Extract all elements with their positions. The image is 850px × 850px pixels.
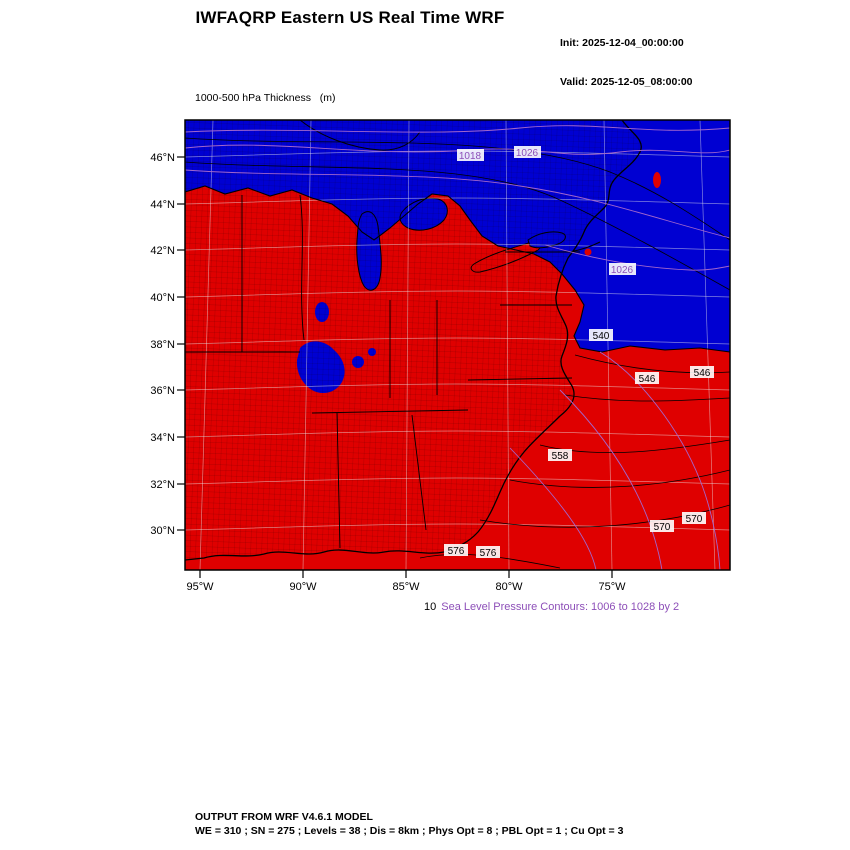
thickness-label-576-a: 576 (448, 546, 465, 557)
contour-label-box (476, 546, 500, 558)
y-axis-label-44n: 44°N (150, 199, 175, 211)
contour-label-box (457, 149, 484, 161)
contour-label-box (690, 366, 714, 378)
init-time-label: Init: 2025-12-04_00:00:00 (560, 37, 684, 49)
model-config-line: WE = 310 ; SN = 275 ; Levels = 38 ; Dis … (195, 825, 624, 837)
warm-speck-coastal (584, 248, 592, 256)
thickness-label-570-a: 570 (654, 522, 671, 533)
slp-label-1018: 1018 (459, 151, 482, 162)
x-axis-label-75w: 75°W (598, 581, 626, 593)
axis-ticks (177, 156, 613, 578)
thickness-540-contour (185, 185, 730, 353)
run-times: Init: 2025-12-04_00:00:00 Valid: 2025-12… (560, 11, 693, 115)
caption-slp-text: Sea Level Pressure Contours: 1006 to 102… (441, 601, 680, 613)
contour-label-box (682, 512, 706, 524)
x-axis-label-95w: 95°W (186, 581, 214, 593)
x-axis-label-85w: 85°W (392, 581, 420, 593)
thickness-label-546-b: 546 (694, 368, 711, 379)
thickness-label-576-b: 576 (480, 548, 497, 559)
x-axis-label-90w: 90°W (289, 581, 317, 593)
contour-label-box (444, 544, 468, 556)
map-frame (184, 119, 731, 571)
contour-label-box (609, 263, 636, 275)
y-axis-label-36n: 36°N (150, 385, 175, 397)
coastline (185, 120, 642, 561)
warm-speck-maine (653, 172, 661, 188)
y-axis-label-38n: 38°N (150, 339, 175, 351)
page-title: IWFAQRP Eastern US Real Time WRF (195, 8, 505, 27)
contour-label-box (514, 146, 541, 158)
valid-time-label: Valid: 2025-12-05_08:00:00 (560, 76, 693, 88)
thickness-label-540: 540 (593, 331, 610, 342)
thickness-contours (185, 137, 730, 569)
long-island-coast (569, 241, 601, 253)
y-axis-label-30n: 30°N (150, 525, 175, 537)
y-axis-label-42n: 42°N (150, 245, 175, 257)
thickness-label-546-a: 546 (639, 374, 656, 385)
contour-label-box (635, 372, 659, 384)
x-axis-label-80w: 80°W (495, 581, 523, 593)
thickness-label-570-b: 570 (686, 514, 703, 525)
axis-labels: 46°N 44°N 42°N 40°N 38°N 36°N 34°N 32°N … (150, 152, 626, 593)
slp-label-1026-east: 1026 (611, 265, 634, 276)
contour-label-box (650, 520, 674, 532)
slp-label-1026-north: 1026 (516, 148, 539, 159)
legend-thickness-1: 1000-500 hPa Thickness (m) (195, 92, 336, 104)
y-axis-label-32n: 32°N (150, 479, 175, 491)
contour-label-box (548, 449, 572, 461)
thickness-label-558: 558 (552, 451, 569, 462)
slp-contour-caption: 10 Sea Level Pressure Contours: 1006 to 1… (424, 601, 679, 613)
y-axis-label-46n: 46°N (150, 152, 175, 164)
y-axis-label-40n: 40°N (150, 292, 175, 304)
caption-prefix: 10 (424, 601, 437, 613)
model-output-line: OUTPUT FROM WRF V4.6.1 MODEL (195, 811, 373, 823)
contour-label-box (589, 329, 613, 341)
contour-label-group: 1018 1026 1026 540 546 546 558 570 570 5… (444, 146, 714, 559)
state-boundaries (185, 194, 580, 549)
y-axis-label-34n: 34°N (150, 432, 175, 444)
